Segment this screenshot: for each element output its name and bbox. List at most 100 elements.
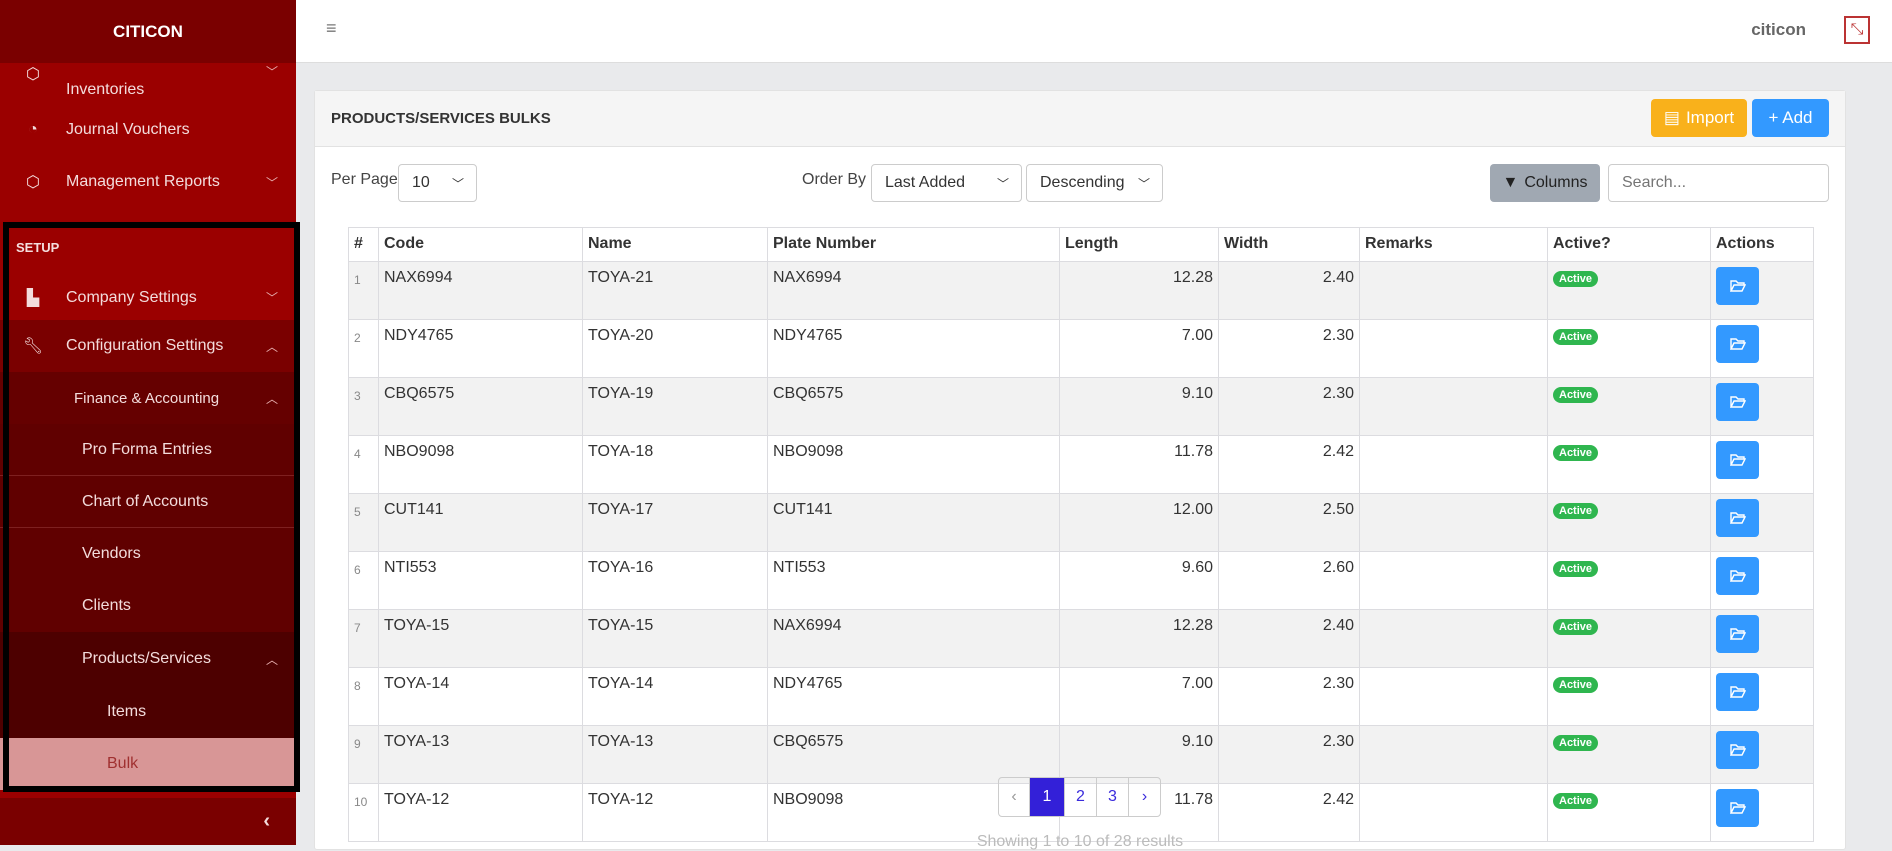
cell-width: 2.30 [1218, 667, 1360, 726]
open-button[interactable] [1716, 615, 1759, 653]
cell-active: Active [1547, 493, 1711, 552]
user-name[interactable]: citicon [1751, 20, 1806, 39]
section-setup: SETUP [16, 239, 60, 255]
page-2-button[interactable]: 2 [1064, 778, 1096, 816]
status-badge: Active [1553, 445, 1599, 461]
results-summary: Showing 1 to 10 of 28 results [976, 833, 1184, 850]
cell-active: Active [1547, 261, 1711, 320]
open-button[interactable] [1716, 731, 1759, 769]
cell-actions [1710, 667, 1814, 726]
row-index: 3 [348, 377, 379, 436]
cell-plate-number: NBO9098 [767, 783, 1060, 842]
cell-width: 2.30 [1218, 319, 1360, 378]
cell-code: NDY4765 [378, 319, 583, 378]
sidebar-item-journal-vouchers[interactable]: ◔ Journal Vouchers [0, 110, 296, 150]
sidebar-item-label: Inventories [66, 81, 145, 98]
sidebar: CITICON ⬡ Inventories ﹀ ◔ Journal Vouche… [0, 0, 300, 845]
chevron-down-icon: ﹀ [265, 65, 278, 79]
col-code[interactable]: Code [378, 227, 583, 262]
cell-length: 12.00 [1059, 493, 1219, 552]
order-direction-select[interactable]: Descending ﹀ [1026, 164, 1163, 202]
table-row: 6 NTI553 TOYA-16 NTI553 9.60 2.60 Active [348, 551, 1814, 610]
col-name[interactable]: Name [582, 227, 768, 262]
card-header: PRODUCTS/SERVICES BULKS ▤ Import + Add [315, 91, 1845, 147]
col-index[interactable]: # [348, 227, 379, 262]
cell-width: 2.30 [1218, 377, 1360, 436]
add-button[interactable]: + Add [1752, 99, 1829, 137]
sidebar-item-company-settings[interactable]: ▙ Company Settings ﹀ [0, 275, 296, 320]
cell-name: TOYA-18 [582, 435, 768, 494]
search-input[interactable] [1608, 164, 1829, 202]
sidebar-item-label: Pro Forma Entries [82, 440, 212, 458]
columns-button[interactable]: ▼ Columns [1490, 164, 1600, 202]
sidebar-item-clients[interactable]: Clients [0, 580, 296, 632]
status-badge: Active [1553, 677, 1599, 693]
sidebar-item-vendors[interactable]: Vendors [0, 528, 296, 580]
sidebar-item-items[interactable]: Items [0, 686, 296, 738]
cell-code: NTI553 [378, 551, 583, 610]
box-icon: ⬡ [26, 174, 40, 191]
per-page-select[interactable]: 10 ﹀ [398, 164, 477, 202]
folder-open-icon [1730, 628, 1746, 640]
sidebar-item-label: Products/Services [82, 650, 211, 667]
folder-open-icon [1730, 802, 1746, 814]
table-header-row: # Code Name Plate Number Length Width Re… [348, 227, 1814, 262]
open-button[interactable] [1716, 789, 1759, 827]
hamburger-icon[interactable]: ≡ [326, 18, 337, 38]
open-button[interactable] [1716, 325, 1759, 363]
brand-logo: CITICON [0, 0, 296, 63]
open-button[interactable] [1716, 383, 1759, 421]
open-button[interactable] [1716, 267, 1759, 305]
sidebar-item-label: Journal Vouchers [66, 121, 190, 138]
col-length[interactable]: Length [1059, 227, 1219, 262]
open-button[interactable] [1716, 673, 1759, 711]
cell-actions [1710, 319, 1814, 378]
sidebar-item-configuration-settings[interactable]: 🔧︎ Configuration Settings ︿ [0, 320, 296, 372]
open-button[interactable] [1716, 499, 1759, 537]
cell-remarks [1359, 493, 1548, 552]
col-active[interactable]: Active? [1547, 227, 1711, 262]
cell-name: TOYA-13 [582, 725, 768, 784]
order-by-value: Last Added [885, 174, 966, 191]
cell-code: NAX6994 [378, 261, 583, 320]
cell-code: CUT141 [378, 493, 583, 552]
chevron-down-icon: ﹀ [265, 291, 278, 305]
sidebar-item-chart-of-accounts[interactable]: Chart of Accounts [0, 476, 296, 528]
sidebar-item-label: Vendors [82, 545, 141, 562]
collapse-sidebar-button[interactable]: ‹ [0, 798, 296, 845]
cell-length: 12.28 [1059, 261, 1219, 320]
import-button[interactable]: ▤ Import [1651, 99, 1747, 137]
page-3-button[interactable]: 3 [1096, 778, 1128, 816]
page-title: PRODUCTS/SERVICES BULKS [331, 110, 551, 127]
chevron-down-icon: ﹀ [996, 176, 1009, 191]
cell-length: 7.00 [1059, 319, 1219, 378]
prev-page-button[interactable]: ‹ [1011, 788, 1017, 805]
col-remarks[interactable]: Remarks [1359, 227, 1548, 262]
open-button[interactable] [1716, 557, 1759, 595]
folder-open-icon [1730, 512, 1746, 524]
next-page-button[interactable]: › [1128, 778, 1160, 816]
building-icon: ▙ [26, 289, 40, 307]
sidebar-item-products-services[interactable]: Products/Services ︿ [0, 632, 296, 686]
page-1-button[interactable]: 1 [1029, 778, 1064, 816]
sidebar-item-inventories[interactable]: ⬡ Inventories ﹀ [0, 63, 296, 99]
col-width[interactable]: Width [1218, 227, 1360, 262]
sidebar-item-bulk[interactable]: Bulk [0, 738, 296, 790]
order-by-select[interactable]: Last Added ﹀ [871, 164, 1022, 202]
cell-active: Active [1547, 667, 1711, 726]
exit-icon[interactable]: ⤡ [1844, 16, 1870, 44]
cell-name: TOYA-14 [582, 667, 768, 726]
open-button[interactable] [1716, 441, 1759, 479]
status-badge: Active [1553, 619, 1599, 635]
wrench-icon: 🔧︎ [22, 338, 44, 355]
cell-code: TOYA-12 [378, 783, 583, 842]
col-plate-number[interactable]: Plate Number [767, 227, 1060, 262]
sidebar-item-pro-forma-entries[interactable]: Pro Forma Entries [0, 424, 296, 476]
sidebar-item-management-reports[interactable]: ⬡ Management Reports ﹀ [0, 162, 296, 202]
per-page-label: Per Page [331, 171, 398, 188]
box-icon: ⬡ [26, 66, 40, 83]
chevron-down-icon: ﹀ [451, 176, 464, 191]
cell-remarks [1359, 725, 1548, 784]
sidebar-item-finance-accounting[interactable]: Finance & Accounting ︿ [0, 372, 296, 424]
cell-length: 9.10 [1059, 377, 1219, 436]
